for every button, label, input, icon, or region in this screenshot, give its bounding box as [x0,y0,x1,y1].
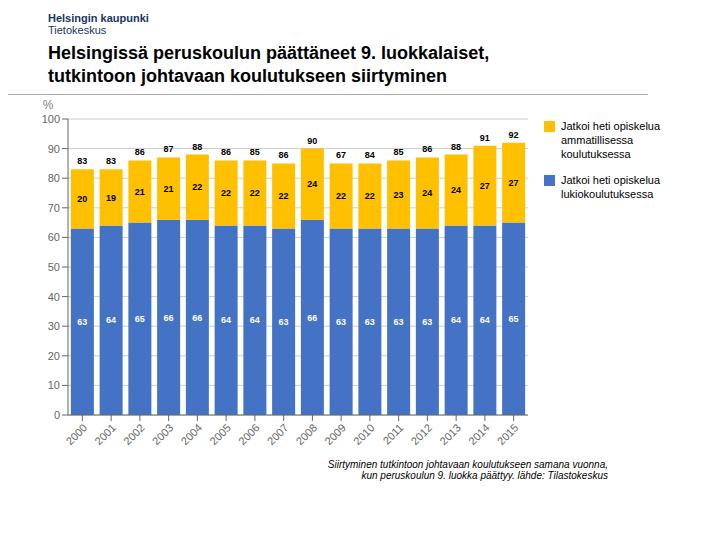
svg-text:63: 63 [365,317,375,327]
svg-text:22: 22 [250,188,260,198]
svg-text:85: 85 [250,147,260,157]
svg-text:40: 40 [48,291,60,303]
svg-text:2005: 2005 [207,421,233,447]
svg-text:60: 60 [48,231,60,243]
svg-text:0: 0 [54,409,60,421]
svg-text:2011: 2011 [380,421,405,446]
svg-text:87: 87 [164,144,174,154]
svg-text:24: 24 [422,188,432,198]
svg-text:88: 88 [192,142,202,152]
svg-text:2014: 2014 [466,421,492,447]
svg-text:20: 20 [48,350,60,362]
svg-text:64: 64 [221,315,231,325]
svg-text:90: 90 [307,136,317,146]
svg-text:84: 84 [365,150,375,160]
svg-text:2010: 2010 [351,421,377,447]
svg-text:86: 86 [279,150,289,160]
svg-text:100: 100 [42,113,60,125]
svg-text:2002: 2002 [121,421,147,447]
svg-text:10: 10 [48,379,60,391]
svg-text:85: 85 [394,147,404,157]
svg-text:27: 27 [509,178,519,188]
svg-text:63: 63 [394,317,404,327]
svg-text:23: 23 [394,190,404,200]
html-text:Helsingissä peruskoulun päättä: Helsingissä peruskoulun päättäneet 9. lu… [48,43,490,86]
svg-text:92: 92 [509,130,519,140]
svg-text:66: 66 [307,313,317,323]
svg-text:2000: 2000 [64,421,90,447]
svg-text:83: 83 [77,156,87,166]
svg-text:22: 22 [221,188,231,198]
svg-text:63: 63 [422,317,432,327]
svg-text:70: 70 [48,202,60,214]
html-text:Siirtyminen tutkintoon johtava: Siirtyminen tutkintoon johtavaan koulutu… [327,459,608,481]
svg-text:66: 66 [164,313,174,323]
svg-text:63: 63 [77,317,87,327]
svg-text:20: 20 [77,194,87,204]
svg-text:24: 24 [451,185,461,195]
svg-text:64: 64 [250,315,260,325]
svg-text:2015: 2015 [495,421,521,447]
svg-text:80: 80 [48,172,60,184]
svg-text:2008: 2008 [294,421,320,447]
svg-text:64: 64 [480,315,490,325]
svg-text:21: 21 [135,187,145,197]
svg-text:63: 63 [336,317,346,327]
svg-text:2007: 2007 [265,421,291,447]
svg-text:2003: 2003 [150,421,176,447]
html-text:Tietokeskus: Tietokeskus [48,24,107,36]
svg-text:65: 65 [135,314,145,324]
svg-text:63: 63 [279,317,289,327]
svg-text:50: 50 [48,261,60,273]
svg-text:66: 66 [192,313,202,323]
svg-text:30: 30 [48,320,60,332]
svg-text:2001: 2001 [92,421,118,447]
svg-text:67: 67 [336,150,346,160]
html-text:Helsingin kaupunki: Helsingin kaupunki [48,12,149,24]
svg-text:22: 22 [336,191,346,201]
svg-text:2012: 2012 [409,421,435,447]
svg-text:2006: 2006 [236,421,262,447]
svg-text:2013: 2013 [437,421,463,447]
svg-text:2004: 2004 [179,421,205,447]
svg-text:%: % [43,98,54,112]
html-text:Jatkoi heti opiskelua lukiokou: Jatkoi heti opiskelua lukiokoulutuksessa [561,174,661,200]
html-text:Jatkoi heti opiskelua ammatill: Jatkoi heti opiskelua ammatillisessa kou… [561,120,661,160]
svg-text:86: 86 [135,147,145,157]
svg-text:86: 86 [221,147,231,157]
svg-text:19: 19 [106,193,116,203]
svg-text:90: 90 [48,143,60,155]
svg-text:64: 64 [106,315,116,325]
svg-text:22: 22 [192,182,202,192]
svg-text:83: 83 [106,156,116,166]
svg-text:65: 65 [509,314,519,324]
svg-text:86: 86 [422,144,432,154]
svg-text:64: 64 [451,315,461,325]
svg-text:88: 88 [451,142,461,152]
svg-text:27: 27 [480,181,490,191]
svg-text:22: 22 [279,191,289,201]
svg-text:91: 91 [480,133,490,143]
svg-text:22: 22 [365,191,375,201]
svg-text:2009: 2009 [322,421,348,447]
svg-text:24: 24 [307,179,317,189]
svg-text:21: 21 [164,184,174,194]
